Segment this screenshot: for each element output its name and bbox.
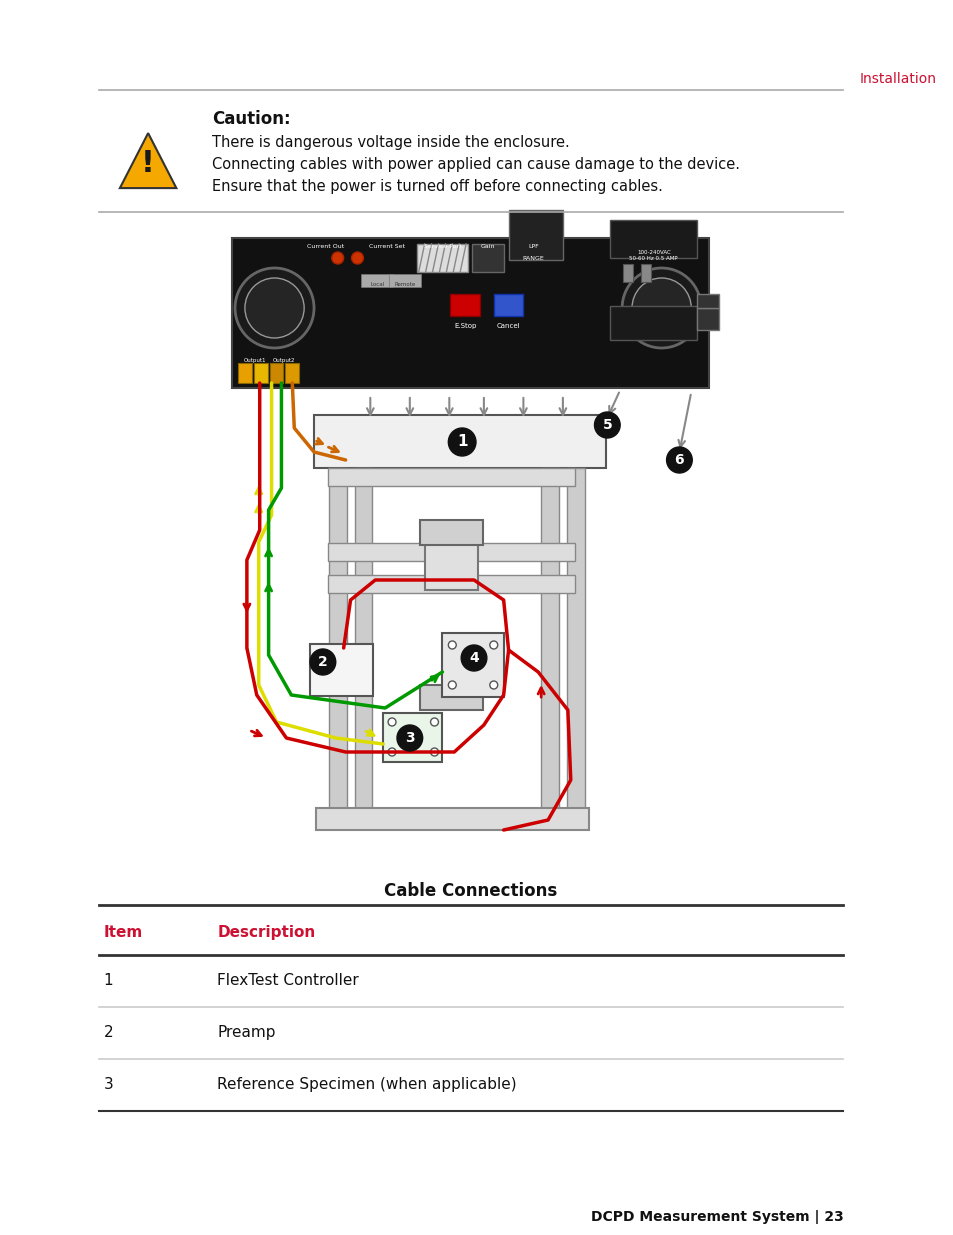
Bar [540, 468, 558, 823]
Text: Remote: Remote [394, 282, 416, 287]
Bar [237, 363, 252, 383]
Circle shape [489, 680, 497, 689]
Circle shape [631, 278, 691, 338]
Text: Description: Description [217, 925, 315, 940]
Bar [508, 210, 562, 261]
Text: E.Stop: E.Stop [454, 324, 476, 329]
Text: Output1: Output1 [243, 358, 266, 363]
Bar [361, 274, 393, 287]
Text: 2: 2 [317, 655, 328, 669]
Bar [494, 294, 523, 316]
Circle shape [430, 718, 438, 726]
Circle shape [448, 429, 476, 456]
Bar [232, 238, 708, 388]
Text: 3: 3 [405, 731, 415, 745]
Circle shape [332, 252, 343, 264]
Text: 100-240VAC
50-60 Hz 0.5 AMP: 100-240VAC 50-60 Hz 0.5 AMP [629, 249, 678, 261]
Circle shape [448, 641, 456, 650]
Bar [472, 245, 503, 272]
Text: 4: 4 [469, 651, 478, 664]
Text: Ensure that the power is turned off before connecting cables.: Ensure that the power is turned off befo… [213, 179, 662, 194]
Bar [419, 520, 482, 545]
Text: Current Out: Current Out [307, 245, 344, 249]
Text: Local: Local [370, 282, 384, 287]
Text: Cancel: Cancel [497, 324, 519, 329]
Circle shape [460, 645, 486, 671]
Bar [697, 294, 719, 308]
Bar [416, 245, 468, 272]
Text: Output2: Output2 [273, 358, 295, 363]
Bar [253, 363, 268, 383]
Bar [328, 543, 574, 561]
Bar [328, 468, 574, 487]
Bar [640, 264, 650, 282]
Text: LPF: LPF [527, 245, 538, 249]
Text: Preamp: Preamp [217, 1025, 275, 1040]
Text: Connecting cables with power applied can cause damage to the device.: Connecting cables with power applied can… [213, 157, 740, 172]
Text: DCPD Measurement System | 23: DCPD Measurement System | 23 [590, 1210, 842, 1224]
Circle shape [594, 412, 619, 438]
Circle shape [388, 718, 395, 726]
Circle shape [310, 650, 335, 676]
Bar [328, 808, 574, 827]
Bar [328, 576, 574, 593]
Circle shape [430, 748, 438, 756]
Bar [697, 308, 719, 330]
Text: 5: 5 [602, 417, 612, 432]
Circle shape [489, 641, 497, 650]
Bar [442, 634, 503, 697]
Text: Service Port: Service Port [423, 245, 460, 249]
Circle shape [234, 268, 314, 348]
Bar [285, 363, 299, 383]
Text: Item: Item [104, 925, 143, 940]
Circle shape [396, 725, 422, 751]
Circle shape [352, 252, 363, 264]
Text: Installation: Installation [859, 72, 935, 86]
Polygon shape [120, 133, 176, 188]
Bar [389, 274, 420, 287]
Text: 6: 6 [674, 453, 683, 467]
Bar [355, 468, 372, 823]
Text: Current Set: Current Set [369, 245, 405, 249]
Text: 3: 3 [104, 1077, 113, 1092]
Text: There is dangerous voltage inside the enclosure.: There is dangerous voltage inside the en… [213, 135, 570, 149]
Bar [315, 808, 588, 830]
Text: 1: 1 [104, 973, 113, 988]
Bar [610, 306, 697, 340]
Circle shape [666, 447, 692, 473]
Bar [424, 530, 477, 590]
Text: !: ! [141, 149, 155, 178]
Bar [270, 363, 283, 383]
Text: 2: 2 [104, 1025, 113, 1040]
Text: Reference Specimen (when applicable): Reference Specimen (when applicable) [217, 1077, 517, 1092]
Text: Gain: Gain [480, 245, 495, 249]
Text: FlexTest Controller: FlexTest Controller [217, 973, 358, 988]
Text: 1: 1 [456, 435, 467, 450]
Circle shape [448, 680, 456, 689]
Bar [314, 415, 606, 468]
Bar [450, 294, 479, 316]
Bar [419, 685, 482, 710]
Bar [566, 468, 584, 823]
Text: Cable Connections: Cable Connections [384, 882, 558, 900]
Circle shape [388, 748, 395, 756]
Circle shape [621, 268, 700, 348]
Bar [310, 643, 373, 697]
Bar [383, 713, 442, 762]
Bar [610, 220, 697, 258]
Text: Caution:: Caution: [213, 110, 291, 128]
Text: RANGE: RANGE [522, 256, 543, 261]
Circle shape [245, 278, 304, 338]
Bar [622, 264, 633, 282]
Bar [329, 468, 346, 823]
